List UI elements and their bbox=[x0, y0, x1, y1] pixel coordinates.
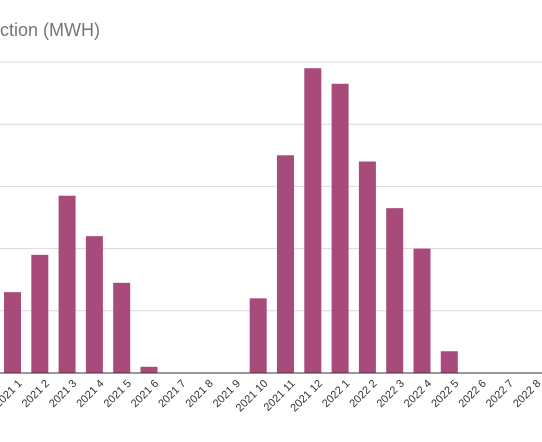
bar bbox=[4, 292, 21, 373]
x-tick-label: 2021 4 bbox=[74, 378, 106, 410]
bars bbox=[4, 68, 458, 374]
bar bbox=[304, 68, 322, 373]
x-tick-label: 2022 2 bbox=[347, 378, 379, 410]
bar bbox=[331, 83, 349, 374]
bar bbox=[113, 282, 131, 373]
bar bbox=[413, 248, 431, 373]
bar bbox=[386, 208, 404, 373]
x-tick-label: 2022 5 bbox=[429, 378, 461, 410]
bar bbox=[249, 298, 267, 373]
x-tick-label: 2021 8 bbox=[184, 378, 216, 410]
x-tick-label: 2022 7 bbox=[484, 378, 516, 410]
x-tick-label: 2022 1 bbox=[320, 378, 352, 410]
bar bbox=[58, 195, 76, 373]
x-tick-label: 2022 3 bbox=[375, 378, 407, 410]
x-tick-label: 2022 8 bbox=[511, 378, 542, 410]
bar bbox=[358, 161, 376, 373]
bar bbox=[277, 155, 294, 373]
bar bbox=[440, 351, 458, 373]
bar bbox=[85, 236, 103, 373]
x-tick-label: 2022 6 bbox=[457, 378, 489, 410]
bar bbox=[31, 254, 49, 373]
x-tick-label: 2021 1 bbox=[0, 378, 25, 410]
x-tick-label: 2021 7 bbox=[156, 378, 188, 410]
chart-title: ction (MWH) bbox=[0, 20, 100, 40]
x-tick-label: 2021 3 bbox=[47, 378, 79, 410]
x-tick-label: 2022 4 bbox=[402, 378, 434, 410]
x-tick-label: 2021 6 bbox=[129, 378, 161, 410]
grid-lines bbox=[0, 61, 542, 312]
bar bbox=[140, 366, 158, 373]
x-tick-label: 2021 5 bbox=[102, 378, 134, 410]
x-tick-label: 2021 2 bbox=[20, 378, 52, 410]
